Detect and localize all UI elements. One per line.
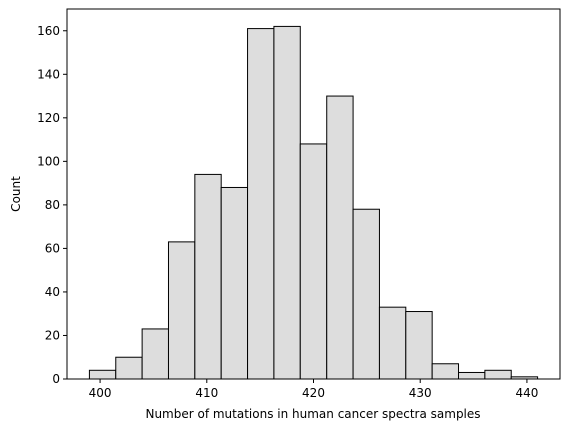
y-tick-label: 40	[45, 285, 60, 299]
bar	[484, 369, 512, 380]
y-tick-label: 0	[52, 372, 60, 386]
y-tick-label: 80	[45, 198, 60, 212]
x-tick-label: 440	[515, 386, 538, 400]
bar	[352, 208, 380, 380]
bar	[247, 28, 275, 380]
y-tick-label: 140	[37, 67, 60, 81]
bar	[458, 371, 486, 380]
y-tick-label: 60	[45, 241, 60, 255]
x-tick-label: 430	[409, 386, 432, 400]
x-tick-label: 400	[89, 386, 112, 400]
bar	[326, 95, 354, 380]
bar	[378, 306, 407, 380]
bar	[115, 356, 143, 380]
bar	[141, 328, 169, 380]
bar	[194, 173, 222, 380]
bar	[167, 241, 196, 380]
bar	[405, 311, 433, 380]
x-tick-label: 420	[302, 386, 325, 400]
y-tick-label: 120	[37, 111, 60, 125]
bar	[220, 186, 249, 380]
bar	[299, 143, 328, 380]
y-tick-label: 160	[37, 24, 60, 38]
y-tick-label: 100	[37, 154, 60, 168]
x-tick-label: 410	[195, 386, 218, 400]
y-axis-label: Count	[9, 176, 23, 212]
bar	[88, 369, 117, 380]
y-tick-label: 20	[45, 328, 60, 342]
x-axis-label: Number of mutations in human cancer spec…	[145, 407, 480, 421]
bar	[431, 363, 460, 380]
bar	[273, 25, 301, 380]
